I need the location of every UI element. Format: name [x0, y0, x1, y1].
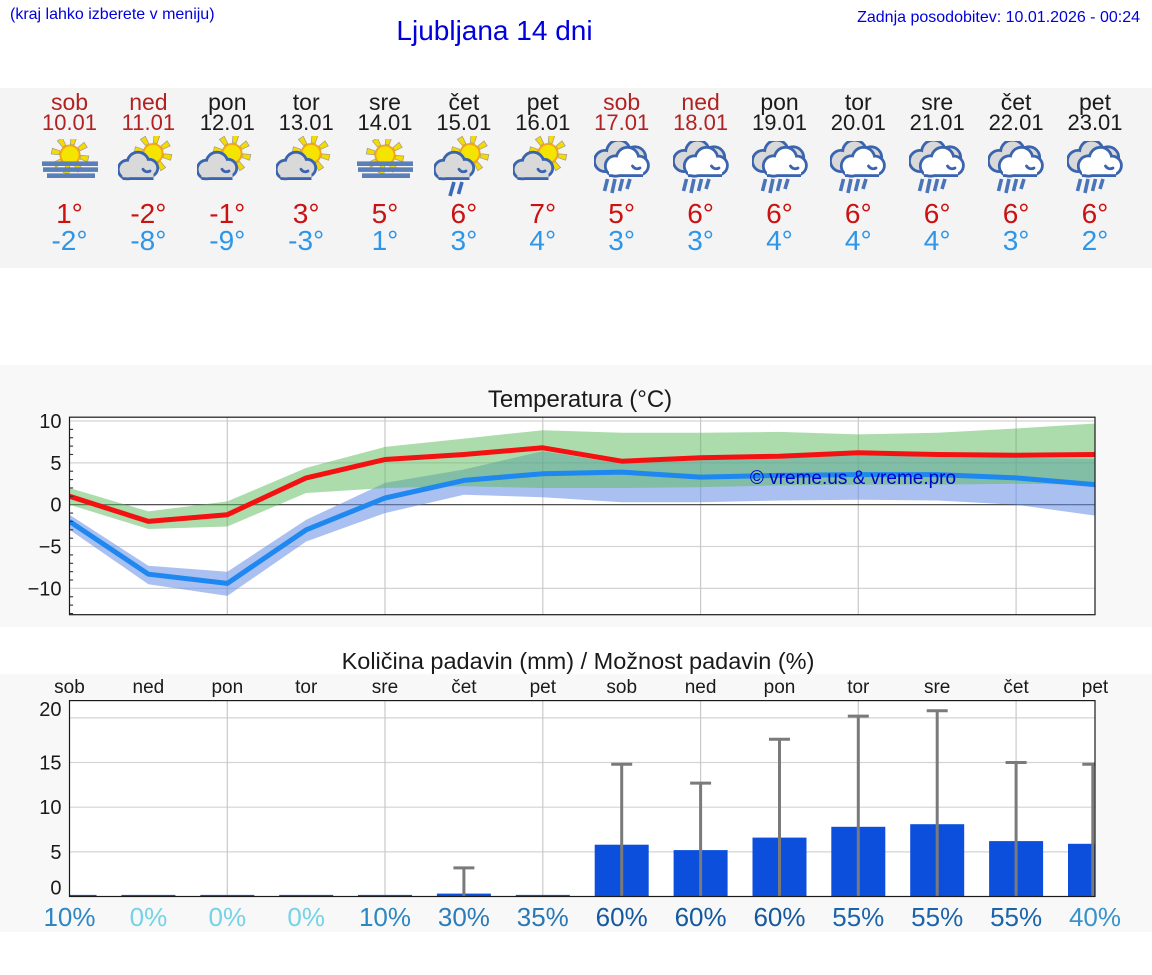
svg-text:60%: 60%: [753, 902, 805, 932]
svg-text:40%: 40%: [1069, 902, 1121, 932]
svg-text:55%: 55%: [990, 902, 1042, 932]
svg-text:−5: −5: [39, 537, 62, 559]
svg-text:pon: pon: [764, 677, 796, 698]
svg-text:30%: 30%: [438, 902, 490, 932]
svg-text:sre: sre: [924, 677, 950, 698]
svg-text:−10: −10: [28, 578, 62, 600]
svg-text:sob: sob: [606, 677, 637, 698]
svg-text:ned: ned: [685, 677, 717, 698]
svg-text:0: 0: [50, 495, 61, 517]
svg-text:0%: 0%: [287, 902, 325, 932]
svg-text:čet: čet: [1003, 677, 1029, 698]
svg-text:5: 5: [50, 842, 61, 864]
svg-text:0%: 0%: [209, 902, 247, 932]
svg-text:5: 5: [50, 453, 61, 475]
svg-text:pet: pet: [1082, 677, 1109, 698]
svg-text:60%: 60%: [596, 902, 648, 932]
svg-text:pet: pet: [530, 677, 557, 698]
svg-text:Temperatura (°C): Temperatura (°C): [488, 386, 672, 413]
svg-text:sob: sob: [54, 677, 85, 698]
svg-text:55%: 55%: [911, 902, 963, 932]
svg-text:tor: tor: [847, 677, 870, 698]
svg-text:55%: 55%: [832, 902, 884, 932]
svg-text:20: 20: [39, 699, 61, 721]
svg-text:sre: sre: [372, 677, 398, 698]
svg-text:0%: 0%: [130, 902, 168, 932]
svg-text:© vreme.us & vreme.pro: © vreme.us & vreme.pro: [750, 468, 956, 489]
svg-text:10%: 10%: [359, 902, 411, 932]
svg-text:pon: pon: [211, 677, 243, 698]
svg-text:60%: 60%: [675, 902, 727, 932]
svg-text:15: 15: [39, 753, 61, 775]
svg-text:ned: ned: [133, 677, 165, 698]
svg-text:10: 10: [39, 411, 61, 433]
svg-text:35%: 35%: [517, 902, 569, 932]
svg-text:10: 10: [39, 797, 61, 819]
svg-text:čet: čet: [451, 677, 477, 698]
svg-text:0: 0: [50, 878, 61, 900]
svg-text:Količina padavin (mm) / Možnos: Količina padavin (mm) / Možnost padavin …: [342, 648, 815, 674]
svg-text:tor: tor: [295, 677, 318, 698]
svg-text:10%: 10%: [43, 902, 95, 932]
